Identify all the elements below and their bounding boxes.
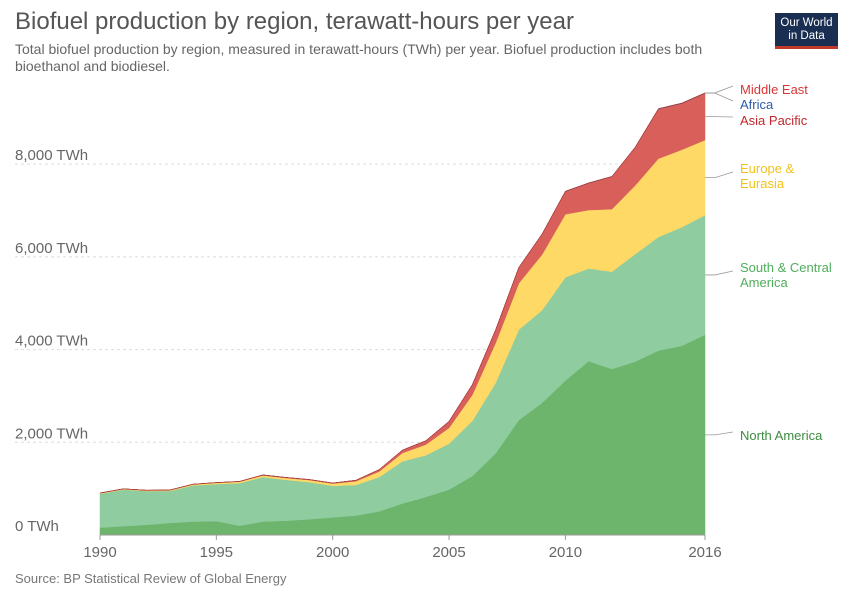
legend-label-middle-east[interactable]: Middle East: [740, 82, 808, 97]
y-axis: 0 TWh 2,000 TWh 4,000 TWh 6,000 TWh 8,000 TW…: [15, 147, 88, 535]
x-tick-label: 2000: [316, 544, 349, 561]
y-tick-label: 4,000 TWh: [15, 333, 88, 350]
legend-label-africa[interactable]: Africa: [740, 97, 774, 112]
legend-label-south-central-america[interactable]: South & Central America: [740, 260, 832, 290]
grid-lines: [15, 163, 705, 443]
chart-subtitle: Total biofuel production by region, meas…: [15, 41, 703, 74]
source-note: Source: BP Statistical Review of Global …: [15, 571, 287, 586]
x-tick-label: 1995: [200, 544, 233, 561]
legend-label-europe-eurasia[interactable]: Europe & Eurasia: [740, 161, 795, 191]
x-tick-label: 2005: [432, 544, 465, 561]
x-tick-label: 2016: [688, 544, 721, 561]
legend-connector: [705, 431, 734, 436]
legend-connector: [705, 270, 734, 276]
owid-logo[interactable]: Our World in Data: [775, 13, 838, 49]
x-tick-label: 2010: [549, 544, 582, 561]
y-tick-label: 0 TWh: [15, 518, 59, 535]
legend-connector: [705, 92, 734, 102]
logo-line-1: Our World: [780, 17, 833, 29]
y-tick-label: 8,000 TWh: [15, 147, 88, 164]
y-tick-label: 2,000 TWh: [15, 425, 88, 442]
legend-label-asia-pacific[interactable]: Asia Pacific: [740, 113, 808, 128]
chart-title: Biofuel production by region, terawatt-h…: [15, 8, 574, 35]
legend-connector: [705, 85, 734, 94]
x-axis: 1990 1995 2000 2005 2010 2016: [83, 534, 722, 561]
x-tick-label: 1990: [83, 544, 116, 561]
legend-connector: [705, 171, 734, 179]
y-tick-label: 6,000 TWh: [15, 240, 88, 257]
logo-line-2: in Data: [788, 30, 825, 42]
legend-label-north-america[interactable]: North America: [740, 428, 823, 443]
area-layers: [99, 92, 706, 536]
